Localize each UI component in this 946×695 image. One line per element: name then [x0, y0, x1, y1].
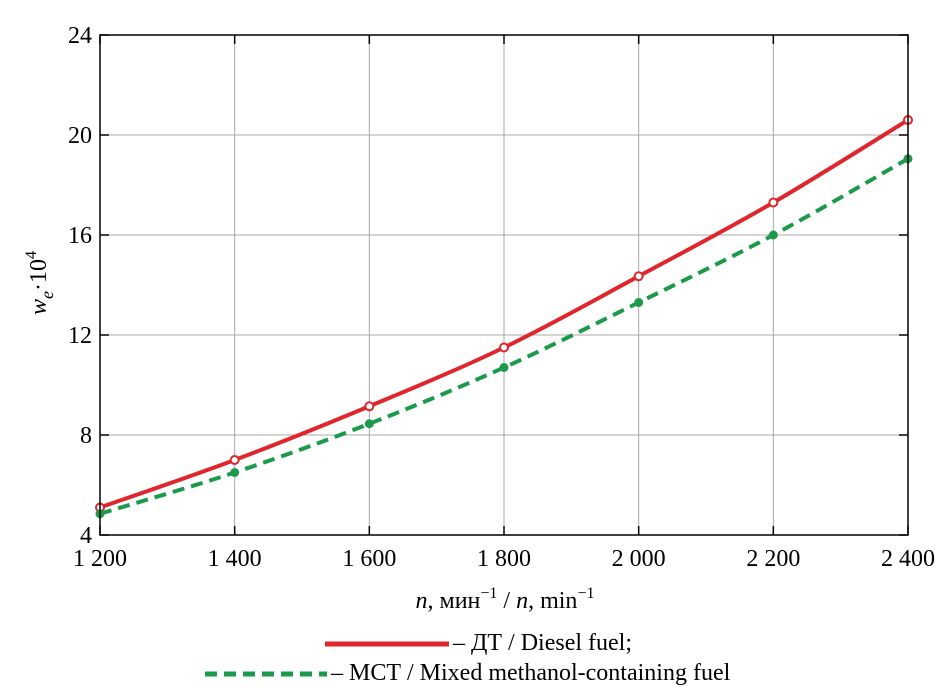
y-tick-label: 4 [80, 523, 92, 549]
data-point [633, 271, 644, 282]
x-tick-labels: 1 200 1 400 1 600 1 800 2 000 2 200 2 400 [73, 546, 935, 572]
tick-marks [99, 34, 909, 536]
y-tick-label: 12 [68, 323, 92, 349]
x-tick-label: 2 400 [881, 546, 935, 572]
legend-swatch-diesel [325, 641, 449, 647]
legend: – ДТ / Diesel fuel; – МСТ / Mixed methan… [0, 625, 946, 695]
legend-swatch-mixed [205, 671, 327, 677]
y-tick-labels: 4 8 12 16 20 24 [68, 23, 92, 549]
y-tick-label: 20 [68, 123, 92, 149]
legend-label-mixed: – МСТ / Mixed methanol-containing fuel [331, 659, 731, 686]
data-point [634, 298, 644, 307]
y-tick-label: 24 [68, 23, 92, 49]
data-point [230, 468, 240, 477]
data-point [364, 419, 374, 429]
y-tick-label: 16 [68, 223, 92, 249]
y-axis-title: we·104 [23, 251, 57, 315]
grid-lines [100, 35, 908, 535]
data-point [229, 455, 240, 465]
data-point [499, 342, 509, 353]
series-1 [95, 154, 913, 519]
legend-item-diesel: – ДТ / Diesel fuel; [323, 628, 632, 658]
data-point [364, 401, 375, 412]
data-point [768, 197, 779, 208]
x-tick-label: 1 600 [342, 546, 396, 572]
data-point [499, 363, 509, 372]
legend-label-diesel: – ДТ / Diesel fuel; [453, 629, 632, 656]
legend-item-mixed: – МСТ / Mixed methanol-containing fuel [203, 658, 730, 688]
x-tick-label: 2 200 [746, 546, 800, 572]
x-tick-label: 1 400 [208, 546, 262, 572]
chart: 1 200 1 400 1 600 1 800 2 000 2 200 2 400 4 8 12… [23, 23, 935, 614]
x-tick-label: 2 000 [612, 546, 666, 572]
x-tick-label: 1 200 [73, 546, 127, 572]
data-point [768, 230, 778, 240]
x-tick-label: 1 800 [477, 546, 531, 572]
x-axis-title: n, мин−1 / n, min−1 [416, 585, 595, 614]
y-tick-label: 8 [80, 423, 92, 449]
